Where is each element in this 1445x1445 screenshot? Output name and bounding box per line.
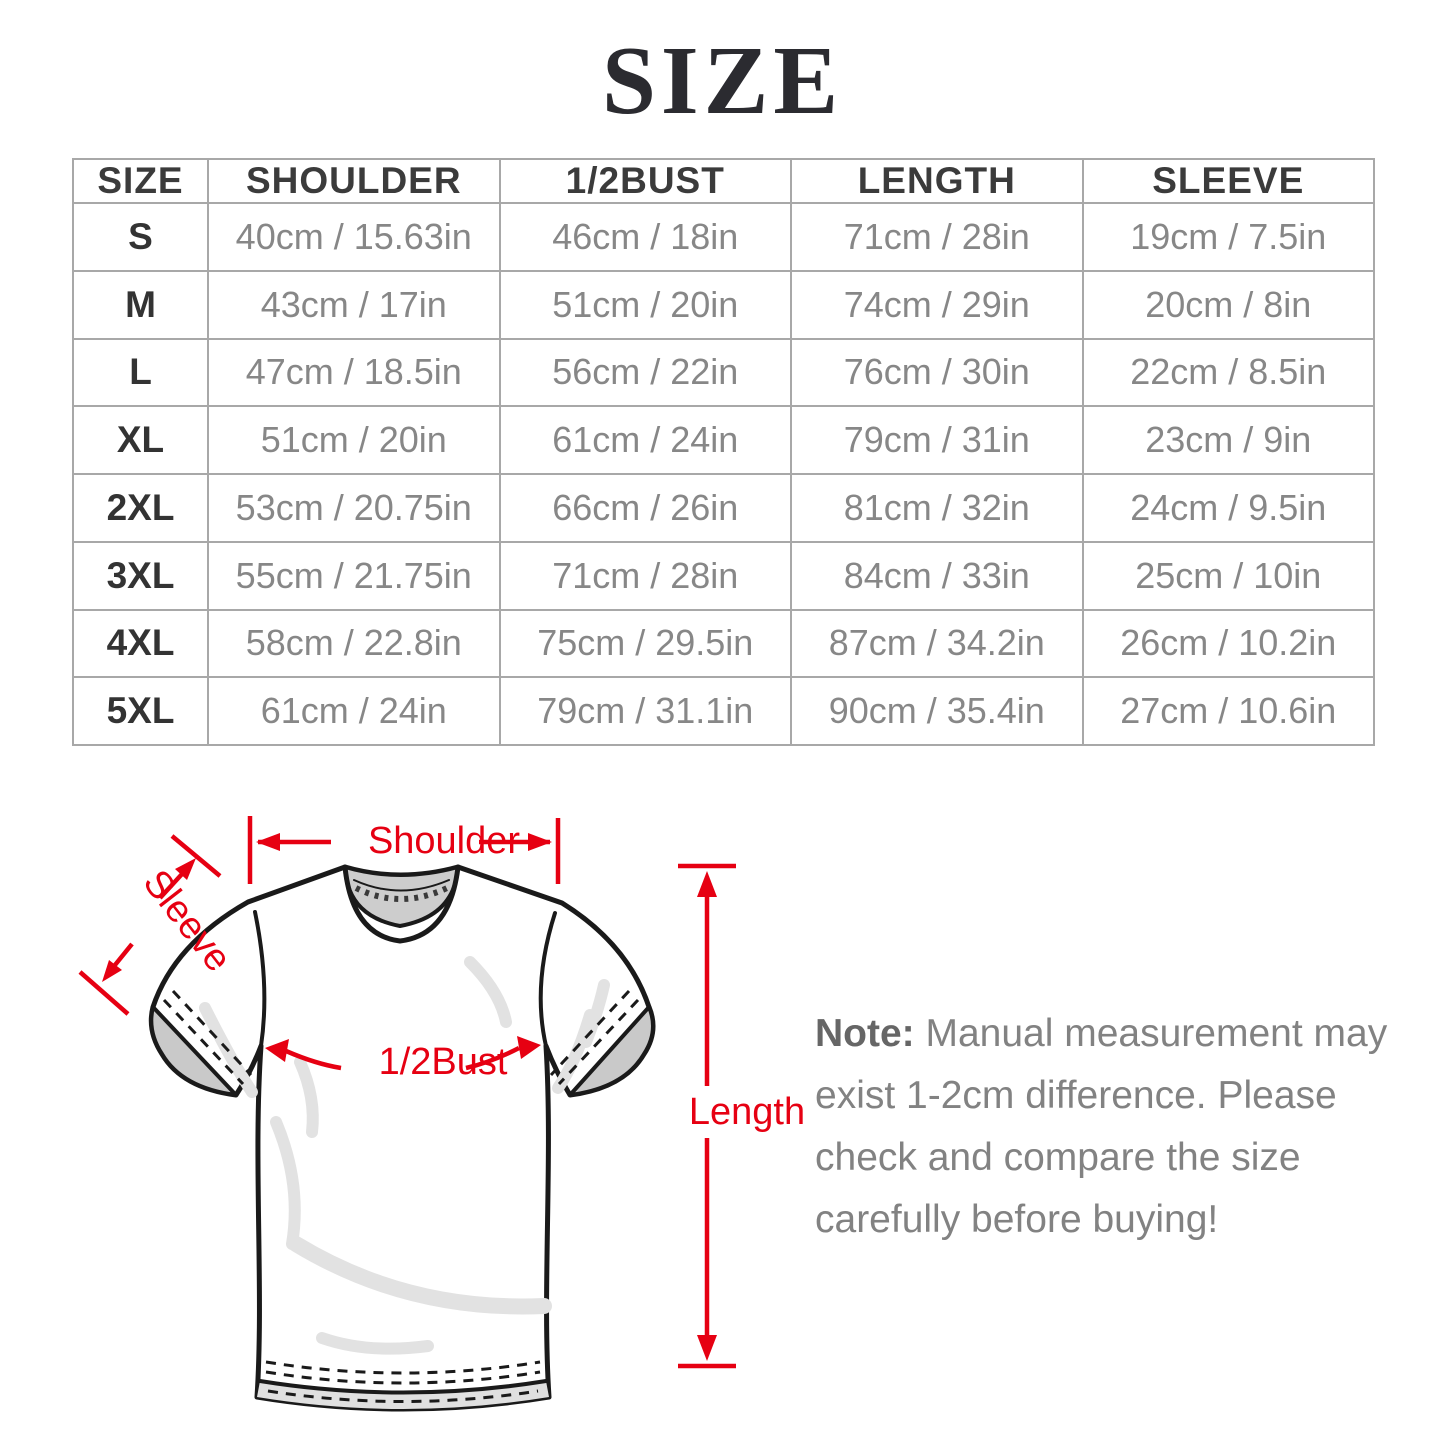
- table-row: 5XL 61cm / 24in 79cm / 31.1in 90cm / 35.4in…: [72, 676, 1375, 746]
- measurement-cell: 79cm / 31.1in: [498, 676, 792, 746]
- collar: [342, 864, 461, 944]
- measurement-cell: 71cm / 28in: [790, 202, 1084, 272]
- table-row: S 40cm / 15.63in 46cm / 18in 71cm / 28in 19c…: [72, 202, 1375, 272]
- right-cuff: [568, 1005, 655, 1097]
- table-row: XL 51cm / 20in 61cm / 24in 79cm / 31in 23cm …: [72, 405, 1375, 475]
- size-cell: 4XL: [72, 608, 209, 679]
- measurement-cell: 47cm / 18.5in: [207, 337, 501, 408]
- size-cell: S: [72, 202, 209, 272]
- measurement-cell: 26cm / 10.2in: [1081, 608, 1375, 679]
- length-label: Length: [688, 1091, 806, 1133]
- measurement-cell: 58cm / 22.8in: [207, 608, 501, 679]
- column-header: 1/2BUST: [498, 158, 792, 204]
- measurement-cell: 51cm / 20in: [498, 269, 792, 340]
- measurement-cell: 56cm / 22in: [498, 337, 792, 408]
- note-label: Note:: [815, 1012, 915, 1055]
- measurement-cell: 24cm / 9.5in: [1081, 473, 1375, 543]
- measurement-cell: 46cm / 18in: [498, 202, 792, 272]
- size-cell: M: [72, 269, 209, 340]
- left-cuff: [149, 1005, 238, 1097]
- page-title: SIZE: [601, 27, 844, 134]
- size-cell: 5XL: [72, 676, 209, 746]
- measurement-cell: 84cm / 33in: [790, 540, 1084, 611]
- column-header: SIZE: [72, 158, 209, 204]
- table-row: 4XL 58cm / 22.8in 75cm / 29.5in 87cm / 34.2…: [72, 608, 1375, 679]
- hem: [257, 1360, 549, 1409]
- tshirt-diagram: [78, 816, 736, 1412]
- measurement-cell: 75cm / 29.5in: [498, 608, 792, 679]
- measurement-cell: 20cm / 8in: [1081, 269, 1375, 340]
- measurement-cell: 61cm / 24in: [498, 405, 792, 475]
- measurement-cell: 55cm / 21.75in: [207, 540, 501, 611]
- measurement-cell: 27cm / 10.6in: [1081, 676, 1375, 746]
- length-arrow: [678, 863, 736, 1369]
- measurement-cell: 76cm / 30in: [790, 337, 1084, 408]
- measurement-cell: 74cm / 29in: [790, 269, 1084, 340]
- tshirt-illustration: [148, 864, 656, 1412]
- size-cell: XL: [72, 405, 209, 475]
- bust-label: 1/2Bust: [378, 1041, 508, 1083]
- table-row: L 47cm / 18.5in 56cm / 22in 76cm / 30in 22cm…: [72, 337, 1375, 408]
- column-header: SHOULDER: [207, 158, 501, 204]
- size-cell: 3XL: [72, 540, 209, 611]
- size-table: SIZE SHOULDER 1/2BUST LENGTH SLEEVE S 40cm / …: [72, 158, 1375, 746]
- measurement-cell: 81cm / 32in: [790, 473, 1084, 543]
- table-row: 2XL 53cm / 20.75in 66cm / 26in 81cm / 32in 2…: [72, 473, 1375, 543]
- measurement-cell: 61cm / 24in: [207, 676, 501, 746]
- size-cell: L: [72, 337, 209, 408]
- bust-arrow: [265, 1036, 541, 1071]
- measurement-cell: 87cm / 34.2in: [790, 608, 1084, 679]
- measurement-cell: 22cm / 8.5in: [1081, 337, 1375, 408]
- size-cell: 2XL: [72, 473, 209, 543]
- measurement-cell: 53cm / 20.75in: [207, 473, 501, 543]
- column-header: SLEEVE: [1081, 158, 1375, 204]
- size-table-body: S 40cm / 15.63in 46cm / 18in 71cm / 28in 19c…: [72, 202, 1375, 746]
- sleeve-arrow: [78, 834, 222, 1016]
- measurement-cell: 79cm / 31in: [790, 405, 1084, 475]
- shoulder-arrow: [247, 816, 561, 884]
- measurement-cell: 23cm / 9in: [1081, 405, 1375, 475]
- measurement-cell: 71cm / 28in: [498, 540, 792, 611]
- note-text: Note: Manual measurement may exist 1-2cm…: [815, 1003, 1399, 1251]
- measurement-cell: 43cm / 17in: [207, 269, 501, 340]
- table-row: 3XL 55cm / 21.75in 71cm / 28in 84cm / 33in 2…: [72, 540, 1375, 611]
- header-row: SIZE SHOULDER 1/2BUST LENGTH SLEEVE: [72, 158, 1375, 204]
- column-header: LENGTH: [790, 158, 1084, 204]
- size-table-header: SIZE SHOULDER 1/2BUST LENGTH SLEEVE: [72, 158, 1375, 204]
- measurement-cell: 25cm / 10in: [1081, 540, 1375, 611]
- measurement-cell: 19cm / 7.5in: [1081, 202, 1375, 272]
- measurement-cell: 40cm / 15.63in: [207, 202, 501, 272]
- shoulder-label: Shoulder: [367, 820, 521, 862]
- measurement-cell: 66cm / 26in: [498, 473, 792, 543]
- note-body: Manual measurement may exist 1-2cm diffe…: [815, 1012, 1388, 1241]
- table-row: M 43cm / 17in 51cm / 20in 74cm / 29in 20cm /…: [72, 269, 1375, 340]
- measurement-cell: 51cm / 20in: [207, 405, 501, 475]
- measurement-cell: 90cm / 35.4in: [790, 676, 1084, 746]
